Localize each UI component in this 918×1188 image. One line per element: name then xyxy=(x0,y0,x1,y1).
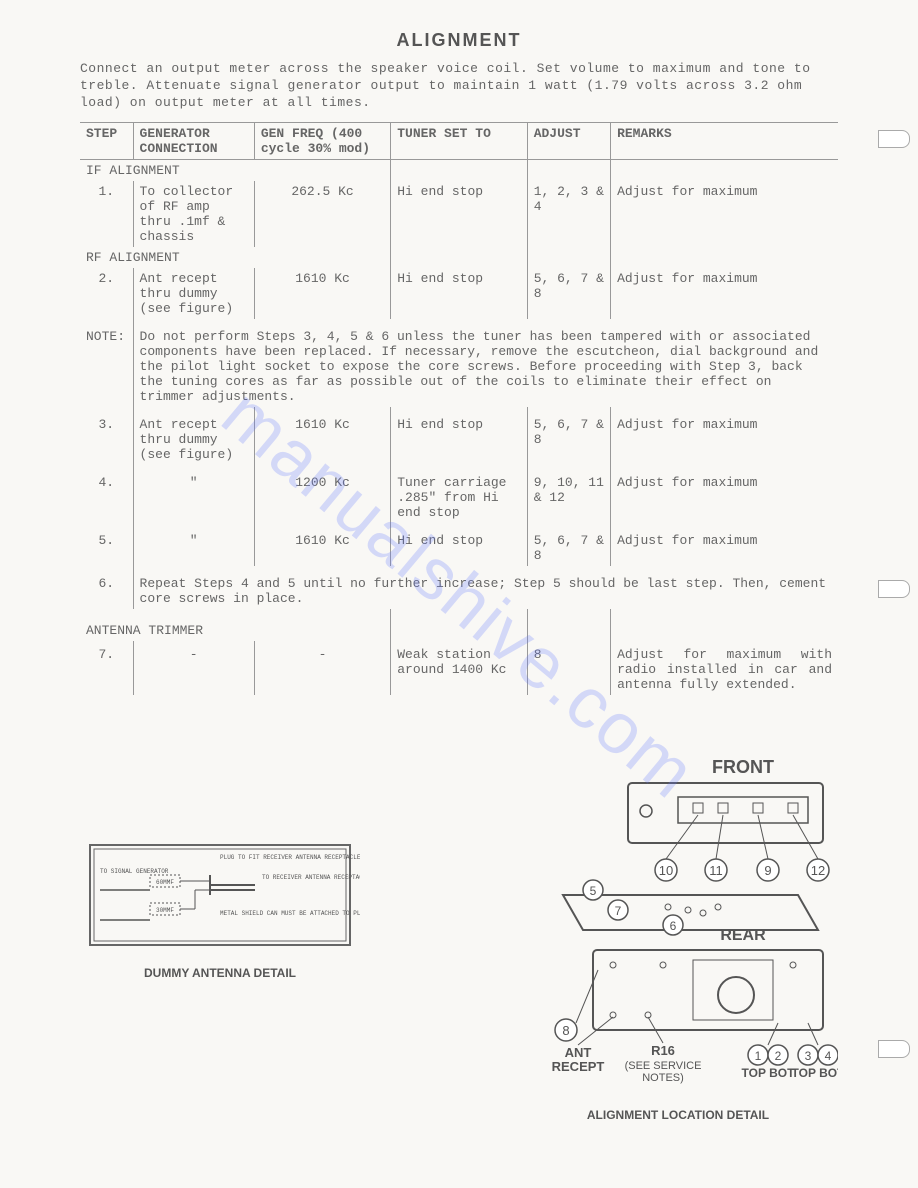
label-rear: REAR xyxy=(720,927,766,944)
n7: 7 xyxy=(615,904,622,918)
col-tuner: TUNER SET TO xyxy=(391,122,527,159)
cell-tuner: Hi end stop xyxy=(391,268,527,319)
col-adjust: ADJUST xyxy=(527,122,610,159)
cell-adj: 1, 2, 3 & 4 xyxy=(527,181,610,247)
n1: 1 xyxy=(755,1049,762,1063)
cell-conn: - xyxy=(133,641,254,695)
n2: 2 xyxy=(775,1049,782,1063)
cell-tuner: Hi end stop xyxy=(391,181,527,247)
n3: 3 xyxy=(805,1049,812,1063)
cell-freq: 262.5 Kc xyxy=(254,181,390,247)
page-title: ALIGNMENT xyxy=(80,30,838,51)
table-row: 2. Ant recept thru dummy (see figure) 16… xyxy=(80,268,838,319)
intro-text: Connect an output meter across the speak… xyxy=(80,61,838,112)
table-row: 7. - - Weak station around 1400 Kc 8 Adj… xyxy=(80,641,838,695)
table-row: 5. " 1610 Kc Hi end stop 5, 6, 7 & 8 Adj… xyxy=(80,523,838,566)
svg-text:NOTES): NOTES) xyxy=(642,1072,684,1084)
n5: 5 xyxy=(590,884,597,898)
cell-rem: Adjust for maximum xyxy=(611,465,838,523)
alignment-location-diagram: FRONT 10 11 9 12 xyxy=(518,755,838,1122)
n6: 6 xyxy=(670,919,677,933)
cell-step: 3. xyxy=(80,407,133,465)
cell-step: 1. xyxy=(80,181,133,247)
table-row: 1. To collector of RF amp thru .1mf & ch… xyxy=(80,181,838,247)
cell-span: Repeat Steps 4 and 5 until no further in… xyxy=(133,566,838,609)
n9: 9 xyxy=(764,863,771,878)
cell-step: 4. xyxy=(80,465,133,523)
col-step: STEP xyxy=(80,122,133,159)
cell-freq: 1610 Kc xyxy=(254,407,390,465)
section-rf: RF ALIGNMENT xyxy=(80,247,254,268)
n4: 4 xyxy=(825,1049,832,1063)
col-gen-freq: GEN FREQ (400 cycle 30% mod) xyxy=(254,122,390,159)
topbot1: TOP BOT xyxy=(742,1066,796,1080)
col-gen-conn: GENERATOR CONNECTION xyxy=(133,122,254,159)
section-ant: ANTENNA TRIMMER xyxy=(80,609,254,641)
cell-tuner: Tuner carriage .285" from Hi end stop xyxy=(391,465,527,523)
cap-60: 60MMF xyxy=(156,879,174,886)
cell-adj: 5, 6, 7 & 8 xyxy=(527,268,610,319)
note-row: NOTE: Do not perform Steps 3, 4, 5 & 6 u… xyxy=(80,319,838,407)
loc-caption: ALIGNMENT LOCATION DETAIL xyxy=(518,1108,838,1122)
cell-step: 5. xyxy=(80,523,133,566)
cell-conn: " xyxy=(133,465,254,523)
cell-adj: 8 xyxy=(527,641,610,695)
svg-text:R16: R16 xyxy=(651,1043,675,1058)
n11: 11 xyxy=(709,863,723,878)
cell-tuner: Hi end stop xyxy=(391,523,527,566)
cell-conn: To collector of RF amp thru .1mf & chass… xyxy=(133,181,254,247)
note-label: NOTE: xyxy=(80,319,133,407)
cell-conn: Ant recept thru dummy (see figure) xyxy=(133,407,254,465)
alignment-table: STEP GENERATOR CONNECTION GEN FREQ (400 … xyxy=(80,122,838,695)
cell-step: 6. xyxy=(80,566,133,609)
topbot2: TOP BOT xyxy=(792,1066,838,1080)
cell-conn: Ant recept thru dummy (see figure) xyxy=(133,268,254,319)
cell-adj: 5, 6, 7 & 8 xyxy=(527,407,610,465)
label-front: FRONT xyxy=(712,757,774,777)
dummy-caption: DUMMY ANTENNA DETAIL xyxy=(80,966,360,980)
cell-freq: 1200 Kc xyxy=(254,465,390,523)
cell-step: 2. xyxy=(80,268,133,319)
n10: 10 xyxy=(659,863,673,878)
label-shield: METAL SHIELD CAN MUST BE ATTACHED TO PLU… xyxy=(220,910,360,917)
cell-rem: Adjust for maximum xyxy=(611,407,838,465)
svg-text:ANT: ANT xyxy=(565,1045,592,1060)
section-if: IF ALIGNMENT xyxy=(80,159,254,181)
cell-adj: 5, 6, 7 & 8 xyxy=(527,523,610,566)
label-to-rec: TO RECEIVER ANTENNA RECEPTACLE xyxy=(262,874,360,881)
table-row: 6. Repeat Steps 4 and 5 until no further… xyxy=(80,566,838,609)
label-to-sig: TO SIGNAL GENERATOR xyxy=(100,868,169,875)
n8: 8 xyxy=(562,1023,569,1038)
col-remarks: REMARKS xyxy=(611,122,838,159)
label-plug: PLUG TO FIT RECEIVER ANTENNA RECEPTACLE xyxy=(220,854,360,861)
cell-rem: Adjust for maximum xyxy=(611,181,838,247)
svg-text:(SEE SERVICE: (SEE SERVICE xyxy=(625,1060,702,1072)
cell-rem: Adjust for maximum xyxy=(611,268,838,319)
cell-freq: 1610 Kc xyxy=(254,268,390,319)
cell-step: 7. xyxy=(80,641,133,695)
cap-30: 30MMF xyxy=(156,907,174,914)
table-row: 3. Ant recept thru dummy (see figure) 16… xyxy=(80,407,838,465)
cell-rem: Adjust for maximum xyxy=(611,523,838,566)
svg-text:RECEPT: RECEPT xyxy=(552,1059,605,1074)
n12: 12 xyxy=(811,863,825,878)
dummy-antenna-diagram: 60MMF 30MMF TO SIGNAL GENERATOR PLUG TO … xyxy=(80,835,360,980)
cell-tuner: Hi end stop xyxy=(391,407,527,465)
note-text: Do not perform Steps 3, 4, 5 & 6 unless … xyxy=(133,319,838,407)
cell-tuner: Weak station around 1400 Kc xyxy=(391,641,527,695)
cell-conn: " xyxy=(133,523,254,566)
cell-rem: Adjust for maximum with radio installed … xyxy=(611,641,838,695)
cell-freq: - xyxy=(254,641,390,695)
cell-freq: 1610 Kc xyxy=(254,523,390,566)
table-row: 4. " 1200 Kc Tuner carriage .285" from H… xyxy=(80,465,838,523)
cell-adj: 9, 10, 11 & 12 xyxy=(527,465,610,523)
